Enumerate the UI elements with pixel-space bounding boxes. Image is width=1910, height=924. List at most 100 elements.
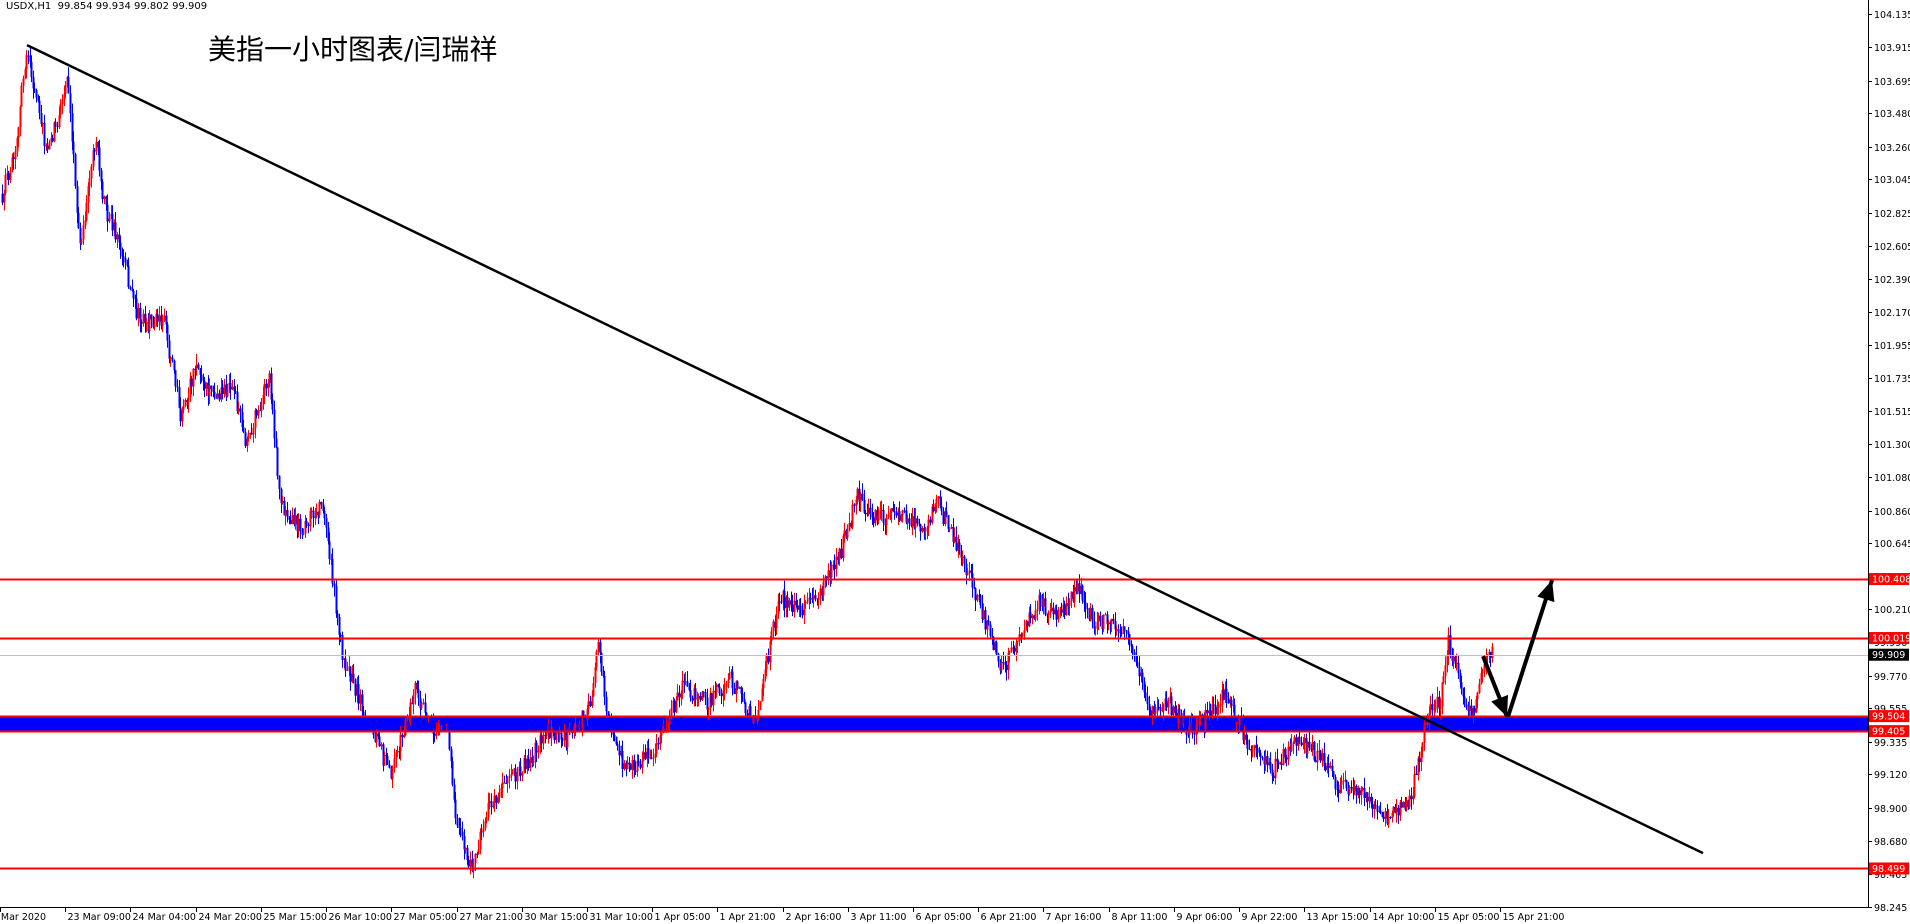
candle-body <box>275 438 278 448</box>
candle-body <box>892 508 895 512</box>
candle-body <box>1026 621 1029 627</box>
level-price-tag-label: 99.405 <box>1872 727 1905 738</box>
candle-body <box>1159 707 1162 711</box>
candle-body <box>574 725 577 727</box>
candle-body <box>500 788 503 794</box>
candle-body <box>1391 813 1394 818</box>
candle-body <box>380 744 383 747</box>
candle-body <box>1149 710 1152 716</box>
candle-body <box>1442 676 1445 683</box>
candle-body <box>982 610 985 619</box>
candle-body <box>633 759 636 771</box>
candle-body <box>1097 615 1100 622</box>
candle-body <box>476 853 479 855</box>
candle-body <box>393 758 396 768</box>
trendline[interactable] <box>26 43 1704 855</box>
price-tick-label: 100.210 <box>1874 605 1910 616</box>
candle-body <box>223 384 226 395</box>
candle-body <box>759 700 762 710</box>
candle-body <box>722 690 725 697</box>
candle-body <box>516 772 519 782</box>
candle-body <box>877 514 880 521</box>
up-arrow <box>1506 579 1554 718</box>
candle-body <box>1206 710 1209 714</box>
candle-body <box>1446 654 1449 666</box>
candle-body <box>385 755 388 757</box>
candle-body <box>895 512 898 516</box>
candle-body <box>386 756 389 765</box>
candle-body <box>1290 743 1293 751</box>
candle-body <box>197 364 200 369</box>
candle-body <box>153 323 156 328</box>
candle-body <box>591 696 594 707</box>
candle-body <box>1331 765 1334 772</box>
candle-body <box>1271 769 1274 776</box>
candle-body <box>59 104 62 116</box>
candle-body <box>1127 631 1130 635</box>
candle-body <box>691 697 694 701</box>
candle-body <box>430 720 433 725</box>
candle-body <box>652 757 655 759</box>
candle-body <box>710 693 713 706</box>
candle-body <box>738 687 741 689</box>
candle-body <box>694 688 697 700</box>
candle-body <box>1114 621 1117 630</box>
candle-body <box>1306 741 1309 754</box>
candle-body <box>984 610 987 630</box>
candle-body <box>621 751 624 769</box>
candle-body <box>702 691 705 693</box>
candle-body <box>947 515 950 529</box>
candle-body <box>1091 608 1094 622</box>
candle-body <box>1300 742 1303 745</box>
candle-body <box>1245 734 1248 740</box>
candle-body <box>344 658 347 671</box>
candle-body <box>1261 756 1264 759</box>
chart-title: 美指一小时图表/闫瑞祥 <box>208 33 498 66</box>
candle-body <box>1284 748 1287 758</box>
candle-body <box>880 509 883 511</box>
horizontal-levels[interactable] <box>0 578 1868 870</box>
candle-body <box>1055 609 1058 620</box>
candle-body <box>354 679 357 696</box>
candle-body <box>898 511 901 521</box>
candle-body <box>1196 723 1199 725</box>
candle-body <box>1368 796 1371 802</box>
candle-body <box>1251 750 1254 752</box>
candle-body <box>1044 598 1047 615</box>
candle-body <box>305 520 308 525</box>
candle-body <box>165 315 168 325</box>
candle-body <box>131 289 134 291</box>
candle-body <box>775 613 778 628</box>
candle-body <box>315 511 318 517</box>
candle-body <box>1336 788 1339 790</box>
time-tick-label: 31 Mar 10:00 <box>590 912 653 923</box>
price-tick-label: 99.335 <box>1874 738 1907 749</box>
candle-body <box>1212 704 1215 706</box>
candle-body <box>1405 800 1408 810</box>
projection-arrows[interactable] <box>1481 579 1555 718</box>
candle-body <box>69 93 72 114</box>
candle-body <box>1130 645 1133 647</box>
candle-body <box>631 759 634 770</box>
candle-body <box>401 734 404 738</box>
price-tick-label: 101.300 <box>1874 440 1910 451</box>
candle-body <box>1073 587 1076 602</box>
candle-body <box>1015 642 1018 652</box>
candle-body <box>1452 656 1455 661</box>
candle-body <box>67 77 70 94</box>
candle-body <box>783 591 786 609</box>
candle-body <box>487 802 490 818</box>
candle-body <box>369 726 372 728</box>
candle-body <box>764 669 767 679</box>
candle-body <box>592 683 595 697</box>
candle-body <box>607 711 610 717</box>
candle-body <box>673 700 676 713</box>
candle-body <box>965 563 968 575</box>
candle-body <box>1355 786 1358 796</box>
candle-body <box>790 600 793 605</box>
candle-body <box>788 600 791 608</box>
current-price-tag <box>1869 648 1909 661</box>
candle-body <box>490 801 493 808</box>
candle-body <box>84 220 87 226</box>
